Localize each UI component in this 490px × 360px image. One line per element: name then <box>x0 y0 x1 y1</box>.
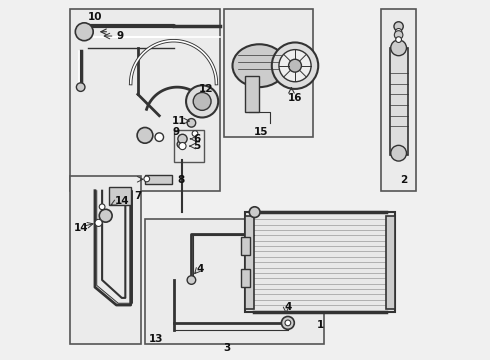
Circle shape <box>396 37 401 42</box>
Circle shape <box>391 145 407 161</box>
Circle shape <box>193 93 211 111</box>
Text: 10: 10 <box>88 13 102 22</box>
Bar <box>381 9 416 191</box>
Text: 14: 14 <box>115 197 129 206</box>
Circle shape <box>279 50 311 82</box>
Bar <box>242 269 250 287</box>
Bar <box>242 237 250 255</box>
Bar <box>109 187 131 205</box>
Circle shape <box>187 118 196 127</box>
Bar <box>390 48 408 155</box>
Text: 15: 15 <box>254 127 269 137</box>
Circle shape <box>281 316 294 329</box>
Circle shape <box>285 320 291 326</box>
Text: 7: 7 <box>134 191 142 201</box>
Text: 12: 12 <box>198 84 213 94</box>
Text: 16: 16 <box>288 93 302 103</box>
Circle shape <box>394 22 403 31</box>
Circle shape <box>144 176 149 182</box>
Bar <box>70 176 142 344</box>
Text: 11: 11 <box>172 116 186 126</box>
Circle shape <box>75 23 93 41</box>
Ellipse shape <box>232 44 286 87</box>
Text: 6: 6 <box>194 134 201 144</box>
Bar <box>145 175 172 184</box>
Circle shape <box>179 143 186 150</box>
Text: 13: 13 <box>148 334 163 344</box>
Bar <box>70 9 220 191</box>
Circle shape <box>186 85 218 117</box>
Circle shape <box>99 209 112 222</box>
Circle shape <box>155 133 164 141</box>
Circle shape <box>395 28 402 35</box>
Circle shape <box>272 42 318 89</box>
Bar <box>245 76 259 112</box>
Bar <box>245 212 395 312</box>
Text: 1: 1 <box>317 320 324 330</box>
Text: 4: 4 <box>197 264 204 274</box>
Bar <box>145 219 323 344</box>
Bar <box>223 9 313 137</box>
Circle shape <box>99 204 105 210</box>
Circle shape <box>76 83 85 91</box>
Text: 9: 9 <box>172 127 179 137</box>
Bar <box>173 130 204 162</box>
Text: 9: 9 <box>117 31 123 41</box>
Text: 14: 14 <box>74 223 88 233</box>
Circle shape <box>394 31 403 39</box>
Circle shape <box>137 127 153 143</box>
Bar <box>386 216 395 309</box>
Circle shape <box>178 134 187 144</box>
Circle shape <box>391 40 407 56</box>
Text: 3: 3 <box>223 343 231 353</box>
Text: 2: 2 <box>400 175 408 185</box>
Bar <box>245 216 254 309</box>
Circle shape <box>249 207 260 217</box>
Text: 5: 5 <box>194 141 201 151</box>
Circle shape <box>95 219 102 226</box>
Text: 4: 4 <box>284 302 292 312</box>
Text: 8: 8 <box>177 175 184 185</box>
Circle shape <box>192 131 198 136</box>
Circle shape <box>177 141 184 148</box>
Circle shape <box>289 59 301 72</box>
Circle shape <box>187 276 196 284</box>
